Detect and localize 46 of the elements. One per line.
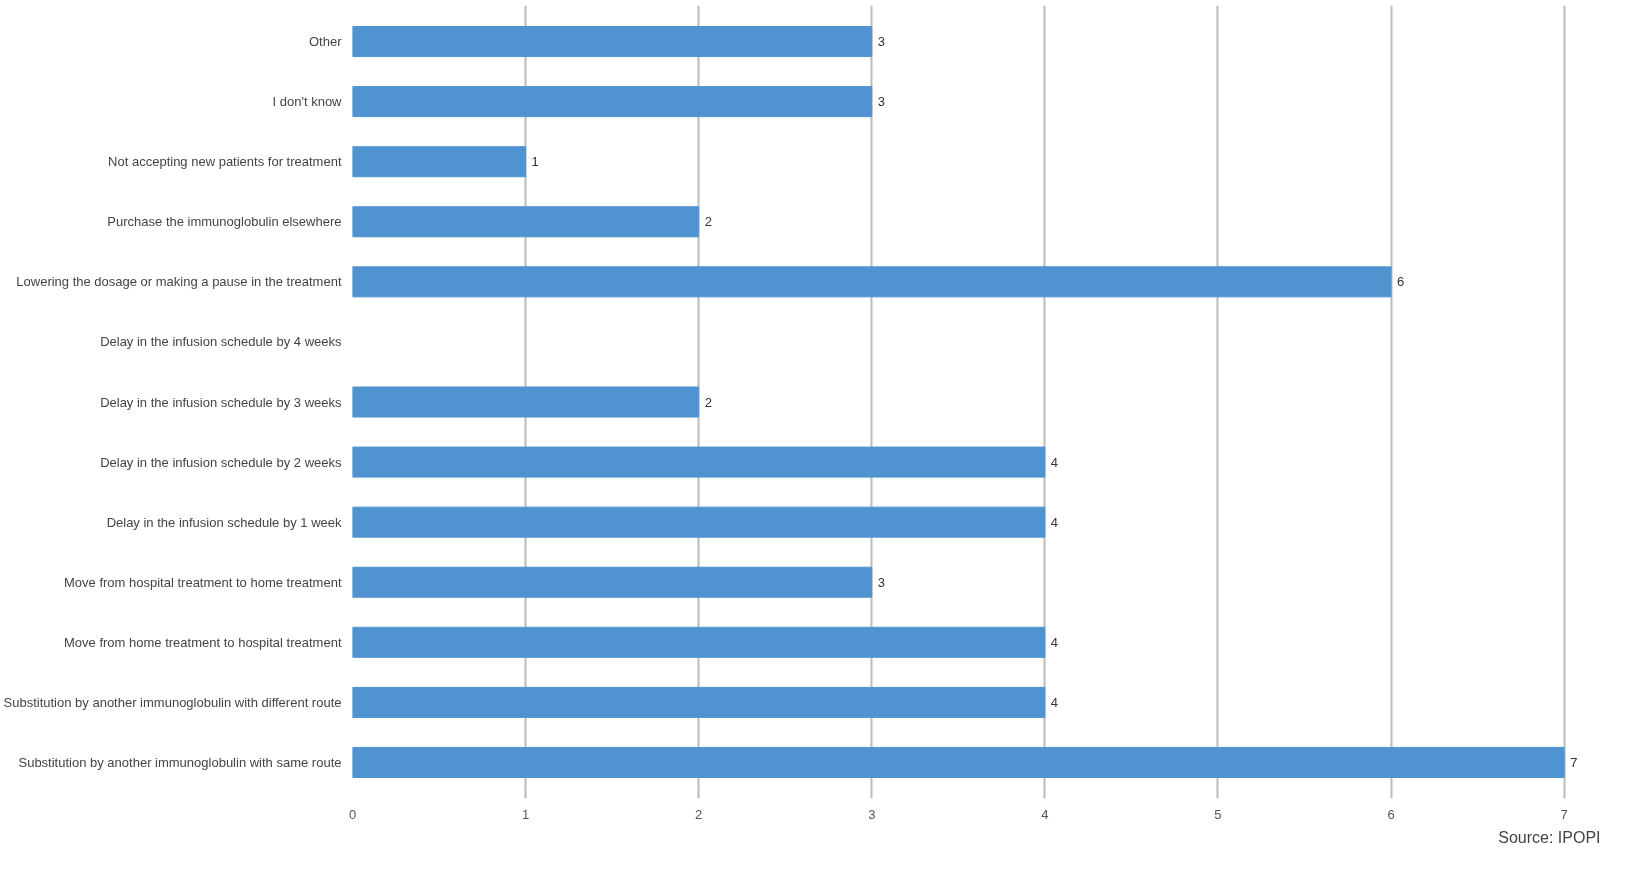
y-tick-label: Substitution by another immunoglobulin with different route [3,694,342,710]
bar [352,626,1046,658]
y-tick-label: Lowering the dosage or making a pause in the treatment [16,274,342,290]
data-label: 4 [1050,514,1059,530]
data-label: 1 [531,154,539,170]
data-label: 4 [1050,454,1059,470]
data-label: 4 [1050,694,1059,710]
bar [352,566,873,598]
y-tick-label: Delay in the infusion schedule by 1 week [106,514,342,530]
y-tick-label: Delay in the infusion schedule by 2 weeks [100,454,342,470]
y-tick-label: I don't know [272,94,343,110]
y-tick-label: Other [308,34,343,50]
data-label: 6 [1397,274,1405,290]
bar [352,506,1046,538]
data-label: 7 [1570,754,1578,770]
data-label: 4 [1050,634,1059,650]
x-tick-label: 5 [1214,806,1222,822]
data-label: 2 [704,214,712,230]
data-label: 3 [877,94,886,110]
x-tick-label: 1 [521,806,530,822]
x-tick-label: 2 [695,806,703,822]
y-tick-label: Move from hospital treatment to home treatment [64,574,342,590]
y-tick-label: Not accepting new patients for treatment [108,154,342,170]
bar [352,386,700,418]
data-label: 2 [704,394,712,410]
y-tick-label: Move from home treatment to hospital treatment [64,634,342,650]
x-tick-label: 0 [348,806,357,822]
bar [352,746,1565,778]
bar [352,26,873,58]
y-tick-label: Delay in the infusion schedule by 4 weeks [100,334,342,350]
bar [352,266,1392,298]
y-tick-label: Delay in the infusion schedule by 3 weeks [100,394,342,410]
x-tick-label: 3 [868,806,876,822]
bar [352,686,1046,718]
y-tick-label: Substitution by another immunoglobulin with same route [18,754,342,770]
bar [352,446,1046,478]
bar [352,206,700,238]
data-label: 3 [877,34,886,50]
x-tick-label: 4 [1041,806,1049,822]
bar [352,86,873,118]
x-tick-label: 7 [1560,806,1568,822]
data-label: 3 [877,574,886,590]
y-tick-label: Purchase the immunoglobulin elsewhere [107,214,342,230]
source-note: Source: IPOPI [1498,828,1601,846]
bar [352,146,527,178]
x-tick-label: 6 [1387,806,1395,822]
